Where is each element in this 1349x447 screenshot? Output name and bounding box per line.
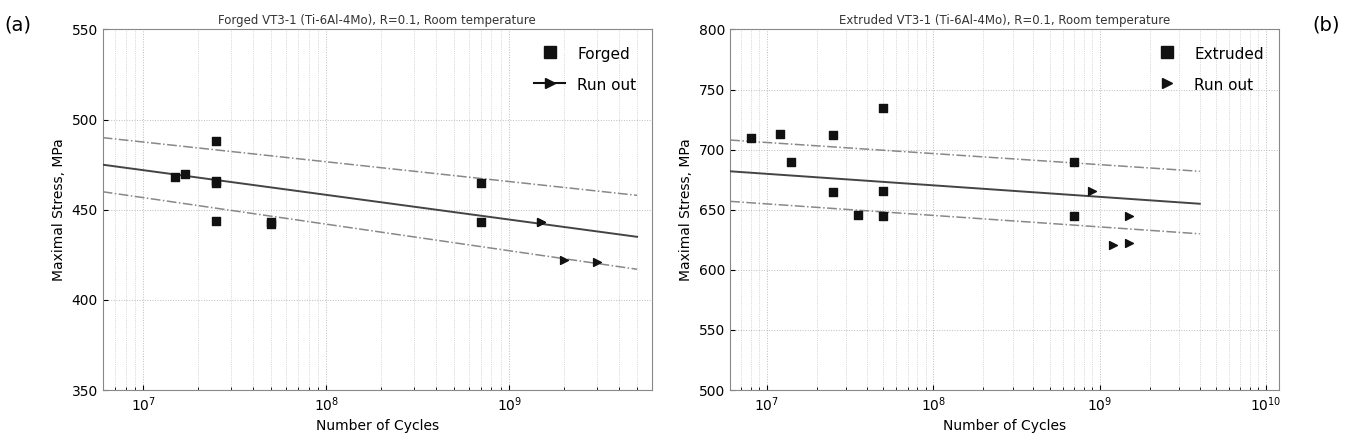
Text: (b): (b) (1313, 15, 1340, 34)
Point (205, 179, 227, 186)
Point (530, 219, 552, 226)
Legend: Extruded, Run out: Extruded, Run out (1144, 37, 1272, 102)
X-axis label: Number of Cycles: Number of Cycles (943, 419, 1066, 433)
Point (1063, 158, 1085, 165)
Point (553, 257, 575, 264)
Point (205, 177, 227, 185)
Point (769, 131, 791, 138)
Title: Forged VT3-1 (Ti-6Al-4Mo), R=0.1, Room temperature: Forged VT3-1 (Ti-6Al-4Mo), R=0.1, Room t… (219, 14, 536, 27)
Point (873, 187, 894, 194)
Point (174, 170, 196, 177)
Point (873, 104, 894, 111)
Point (165, 174, 186, 181)
Point (260, 221, 282, 228)
Legend: Forged, Run out: Forged, Run out (526, 37, 643, 102)
Point (781, 158, 803, 165)
Text: (a): (a) (4, 15, 31, 34)
Point (585, 258, 607, 266)
Point (823, 132, 844, 139)
Point (823, 188, 844, 195)
Point (469, 179, 491, 186)
Point (530, 219, 552, 226)
Point (741, 134, 762, 141)
Point (205, 217, 227, 224)
Y-axis label: Maximal Stress, MPa: Maximal Stress, MPa (53, 139, 66, 281)
Point (847, 211, 869, 218)
Point (260, 219, 282, 226)
Title: Extruded VT3-1 (Ti-6Al-4Mo), R=0.1, Room temperature: Extruded VT3-1 (Ti-6Al-4Mo), R=0.1, Room… (839, 14, 1171, 27)
Point (1118, 240, 1140, 247)
Y-axis label: Maximal Stress, MPa: Maximal Stress, MPa (680, 139, 693, 281)
Point (873, 212, 894, 219)
Point (1063, 212, 1085, 219)
Point (205, 138, 227, 145)
Point (469, 219, 491, 226)
Point (1102, 241, 1124, 248)
Point (1118, 212, 1140, 219)
X-axis label: Number of Cycles: Number of Cycles (316, 419, 438, 433)
Point (1082, 187, 1103, 194)
